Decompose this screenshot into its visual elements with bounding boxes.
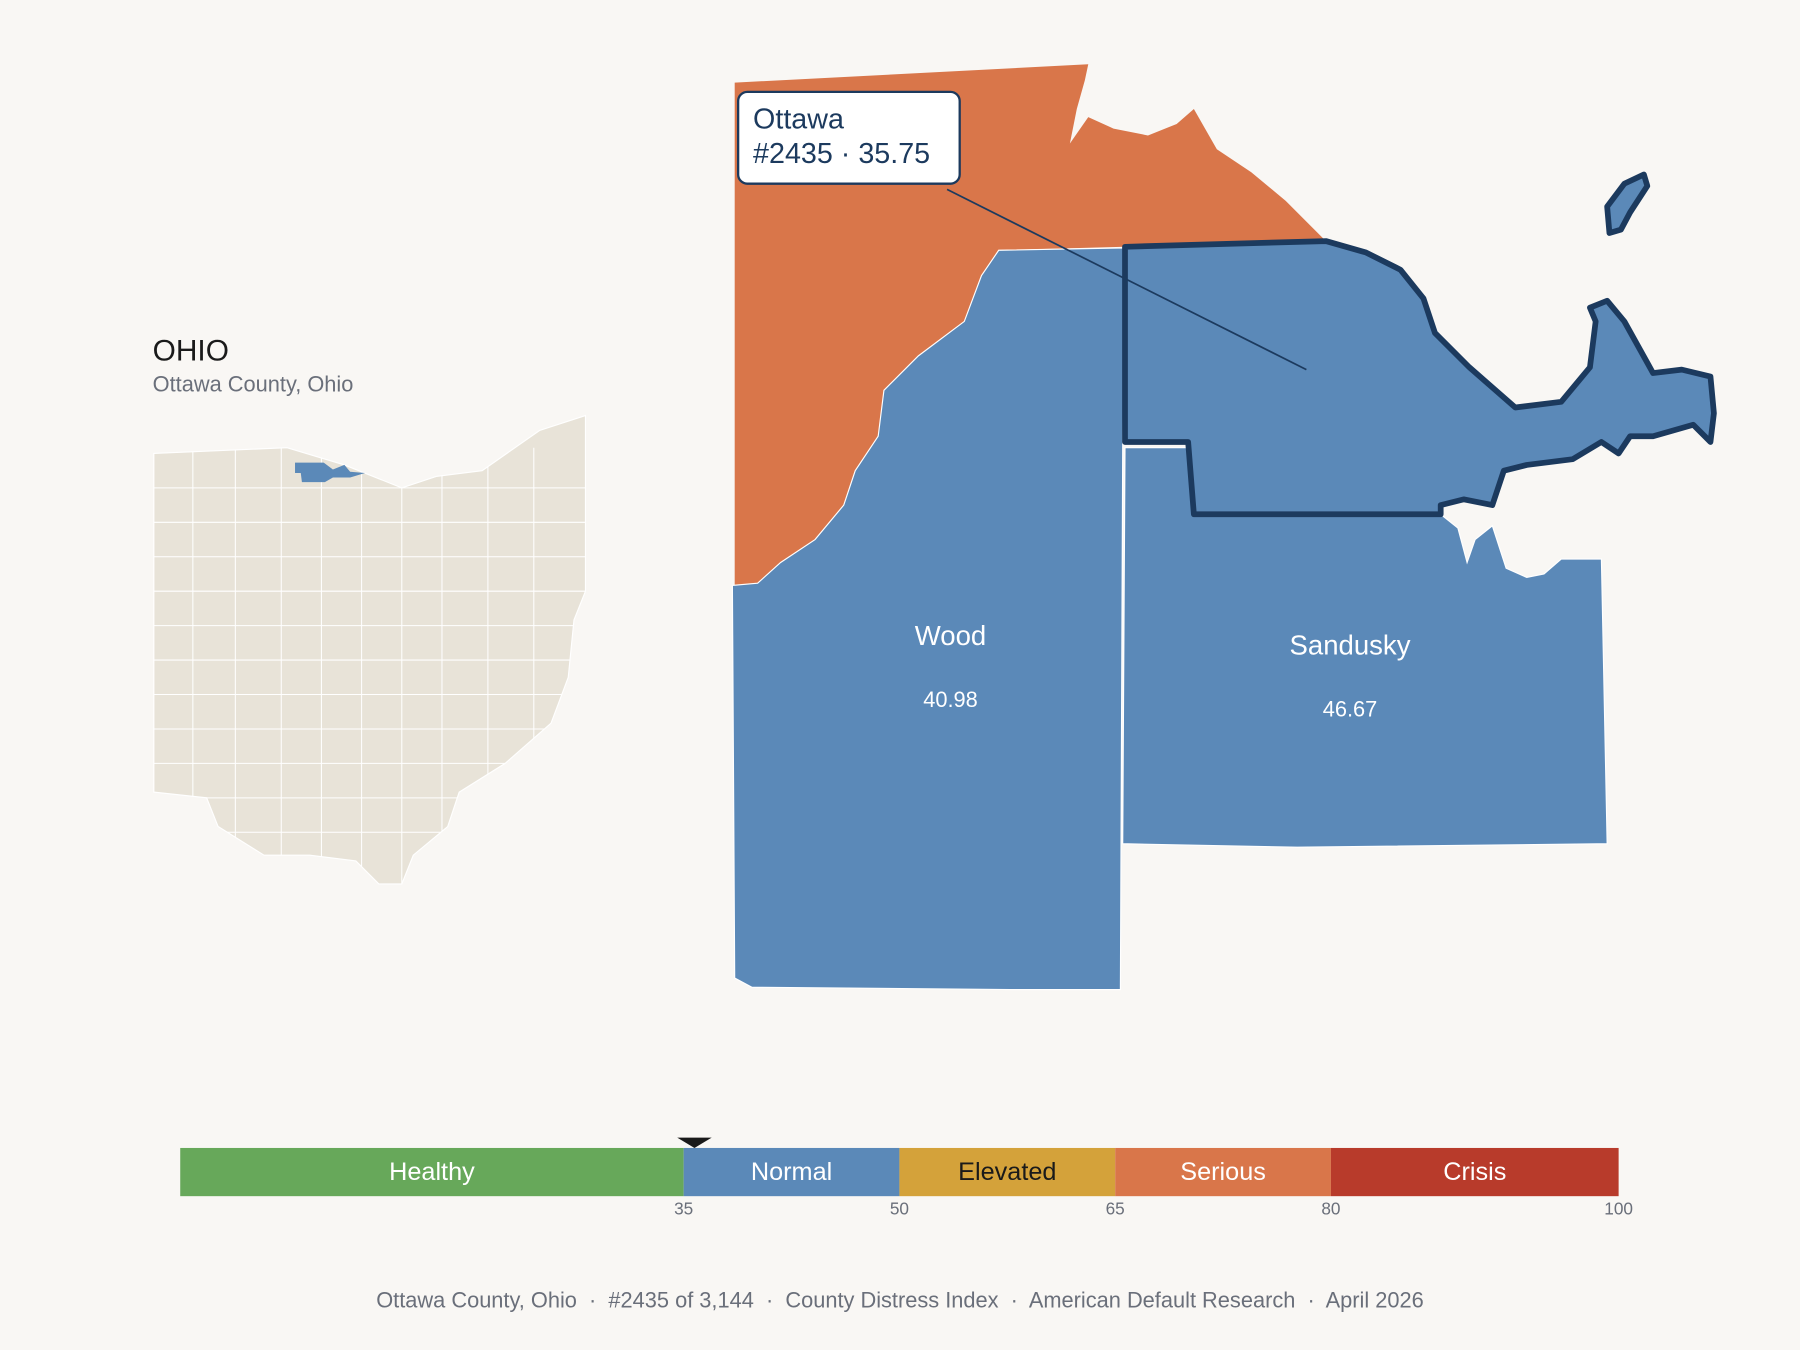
tooltip-detail: #2435 · 35.75	[753, 138, 930, 170]
county-value: 40.98	[923, 687, 978, 712]
county-name: Sandusky	[1290, 629, 1411, 660]
scale-band	[683, 1147, 900, 1197]
inset-title: OHIO	[153, 334, 229, 367]
selected-county[interactable]	[1122, 171, 1717, 518]
tooltip-leader	[946, 188, 1307, 371]
band-label: Crisis	[1443, 1158, 1506, 1186]
band-label: Elevated	[958, 1158, 1056, 1186]
county-shape	[731, 247, 1126, 991]
tick-label: 50	[890, 1199, 909, 1219]
selected-county-inset	[295, 462, 366, 483]
selected-county-island[interactable]	[1604, 171, 1651, 236]
inset-subtitle: Ottawa County, Ohio	[153, 371, 354, 396]
footer: Ottawa County, Ohio · #2435 of 3,144 · C…	[376, 1288, 1424, 1313]
scale-bar: Healthy Normal Elevated Serious Crisis 35 50 65…	[180, 1137, 1633, 1219]
tick-label: 100	[1604, 1199, 1633, 1219]
tick-label: 65	[1106, 1199, 1125, 1219]
tick-label: 35	[674, 1199, 693, 1219]
county-shape	[734, 64, 1326, 586]
band-label: Healthy	[389, 1158, 475, 1186]
tooltip-name: Ottawa	[753, 104, 844, 136]
tooltip-box	[736, 90, 961, 185]
band-label: Serious	[1180, 1158, 1266, 1186]
county-name: Wood	[915, 620, 986, 651]
scale-band	[1115, 1147, 1331, 1197]
county-lines	[153, 447, 586, 884]
band-label: Normal	[751, 1158, 832, 1186]
state-shape	[153, 414, 587, 885]
county-value: 46.67	[1323, 696, 1378, 721]
tick-label: 80	[1321, 1199, 1340, 1219]
score-marker	[677, 1137, 712, 1148]
scale-band	[180, 1147, 684, 1197]
state-inset: OHIO Ottawa County, Ohio	[153, 334, 587, 885]
scale-band	[1330, 1147, 1619, 1197]
selected-county-shape[interactable]	[1122, 238, 1717, 518]
scale-band	[899, 1147, 1116, 1197]
